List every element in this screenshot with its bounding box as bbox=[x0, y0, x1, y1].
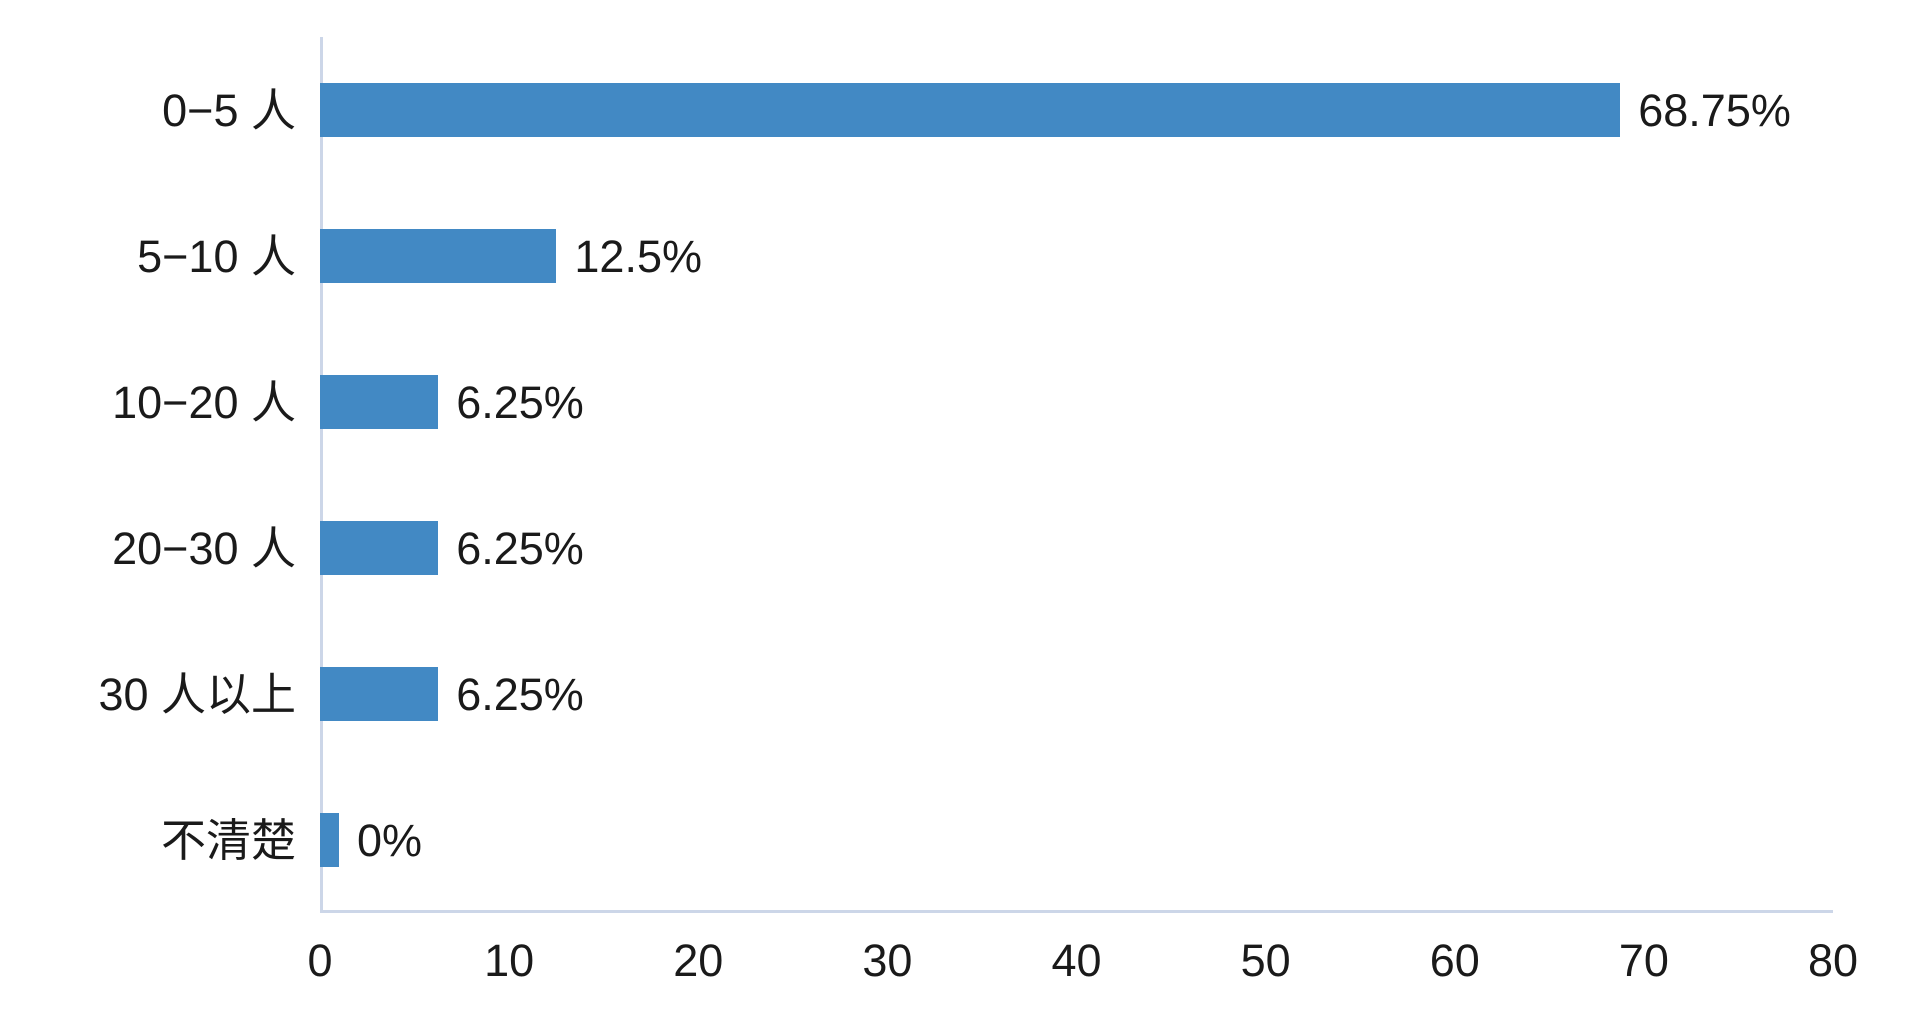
x-tick-label: 30 bbox=[862, 935, 913, 986]
bar bbox=[320, 521, 439, 575]
bar-row: 30 人以上 6.25% bbox=[0, 621, 1925, 767]
value-label: 12.5% bbox=[574, 230, 703, 282]
x-axis: 0 10 20 30 40 50 60 70 80 bbox=[307, 935, 1858, 998]
category-label: 30 人以上 bbox=[98, 668, 296, 720]
bar bbox=[320, 229, 557, 283]
x-tick-label: 70 bbox=[1618, 935, 1669, 986]
bar bbox=[320, 375, 439, 429]
category-label: 5−10 人 bbox=[137, 230, 296, 282]
x-tick-label: 10 bbox=[484, 935, 535, 986]
x-tick-label: 50 bbox=[1240, 935, 1291, 986]
bar-track: 12.5% bbox=[320, 183, 1833, 329]
bar-track: 68.75% bbox=[320, 37, 1833, 183]
bar-row: 10−20 人 6.25% bbox=[0, 329, 1925, 475]
category-label: 不清楚 bbox=[160, 814, 296, 866]
category-label: 20−30 人 bbox=[112, 522, 296, 574]
plot-area bbox=[320, 37, 1833, 913]
x-tick-label: 80 bbox=[1807, 935, 1859, 986]
bar-track: 0% bbox=[320, 767, 1833, 913]
bar bbox=[320, 83, 1621, 137]
x-tick-label: 40 bbox=[1051, 935, 1102, 986]
bar-rows: 0−5 人 68.75% 5−10 人 12.5% 10−20 人 6.25% 20−30 … bbox=[0, 37, 1925, 913]
bar-row: 不清楚 0% bbox=[0, 767, 1925, 913]
bar-row: 0−5 人 68.75% bbox=[0, 37, 1925, 183]
x-tick-label: 0 bbox=[307, 935, 333, 986]
category-label: 10−20 人 bbox=[112, 376, 296, 428]
bar-track: 6.25% bbox=[320, 475, 1833, 621]
value-label: 6.25% bbox=[456, 376, 584, 428]
bar-track: 6.25% bbox=[320, 621, 1833, 767]
bar bbox=[320, 813, 339, 867]
value-label: 6.25% bbox=[456, 522, 584, 574]
x-tick-label: 20 bbox=[673, 935, 724, 986]
bar-row: 5−10 人 12.5% bbox=[0, 183, 1925, 329]
category-label: 0−5 人 bbox=[162, 84, 296, 136]
value-label: 68.75% bbox=[1638, 84, 1791, 136]
bar bbox=[320, 667, 439, 721]
bar-track: 6.25% bbox=[320, 329, 1833, 475]
x-tick-label: 60 bbox=[1429, 935, 1480, 986]
value-label: 6.25% bbox=[456, 668, 584, 720]
bar-row: 20−30 人 6.25% bbox=[0, 475, 1925, 621]
value-label: 0% bbox=[357, 814, 423, 866]
